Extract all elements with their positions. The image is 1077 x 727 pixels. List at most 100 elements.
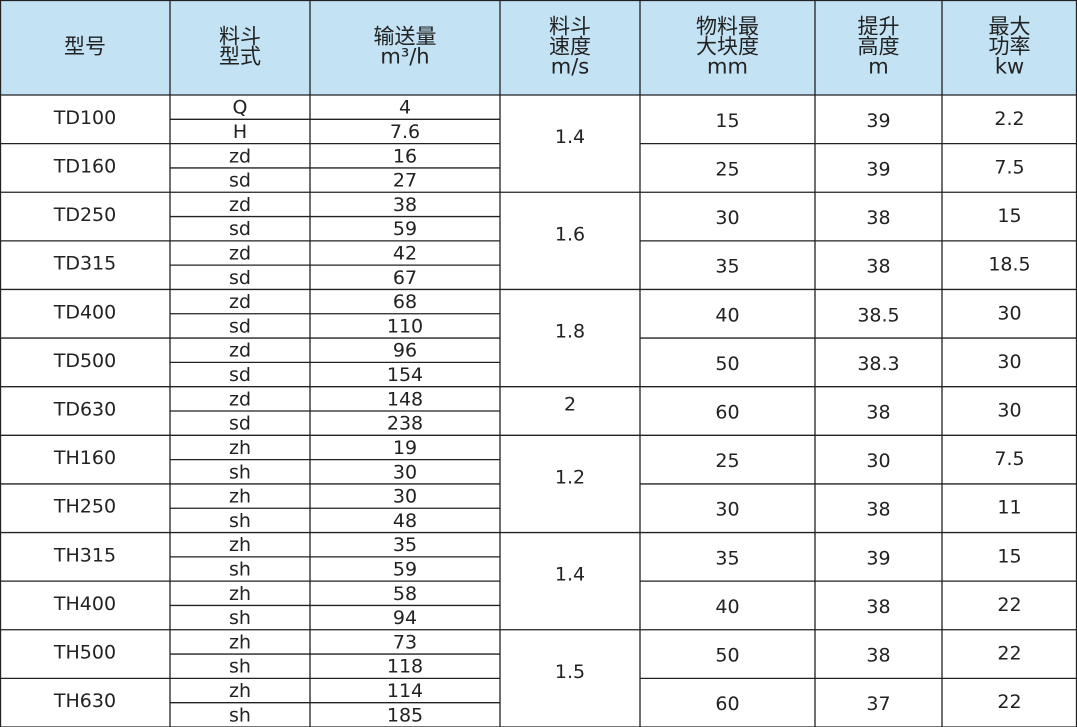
header-cell: kw [995,55,1024,79]
header-cell: 速度 [549,35,591,59]
model-cell: TD630 [53,399,117,421]
height-cell: 38 [866,207,890,229]
type-cell: sd [229,315,251,337]
type-cell: sd [229,413,251,435]
header-cell: 输送量 [374,25,437,49]
capacity-cell: 42 [393,243,417,265]
capacity-cell: 114 [387,680,423,702]
size-cell: 40 [715,596,739,618]
power-cell: 7.5 [994,156,1024,178]
type-cell: sd [229,218,251,240]
height-cell: 39 [866,158,890,180]
header-cell: 大块度 [696,35,759,59]
power-cell: 22 [997,594,1021,616]
type-cell: H [233,121,247,143]
power-cell: 22 [997,691,1021,713]
header-cell: 功率 [989,35,1031,59]
header-cell: 高度 [858,35,900,59]
model-cell: TD400 [53,301,117,323]
capacity-cell: 68 [393,291,417,313]
type-cell: zh [229,680,251,702]
height-cell: 38.3 [857,353,899,375]
size-cell: 35 [715,547,739,569]
capacity-cell: 19 [393,437,417,459]
capacity-cell: 110 [387,315,423,337]
model-cell: TD315 [53,253,117,275]
size-cell: 60 [715,693,739,715]
type-cell: sh [229,461,251,483]
type-cell: Q [233,97,248,119]
height-cell: 39 [866,547,890,569]
capacity-cell: 94 [393,607,417,629]
capacity-cell: 58 [393,583,417,605]
type-cell: sh [229,607,251,629]
height-cell: 38 [866,596,890,618]
speed-cell: 1.5 [555,661,585,683]
model-cell: TH250 [53,496,116,518]
size-cell: 15 [715,110,739,132]
type-cell: zd [229,388,251,410]
type-cell: zh [229,534,251,556]
power-cell: 30 [997,351,1021,373]
type-cell: sh [229,559,251,581]
type-cell: zd [229,340,251,362]
type-cell: sh [229,510,251,532]
type-cell: zd [229,194,251,216]
size-cell: 25 [715,158,739,180]
model-cell: TD100 [53,107,117,129]
model-cell: TD250 [53,204,117,226]
capacity-cell: 38 [393,194,417,216]
power-cell: 7.5 [994,448,1024,470]
type-cell: zh [229,437,251,459]
power-cell: 15 [997,205,1021,227]
height-cell: 38 [866,499,890,521]
power-cell: 2.2 [994,108,1024,130]
capacity-cell: 154 [387,364,423,386]
capacity-cell: 118 [387,656,423,678]
model-cell: TH630 [53,690,116,712]
capacity-cell: 4 [399,97,411,119]
height-cell: 30 [866,450,890,472]
speed-cell: 1.4 [555,564,585,586]
height-cell: 38 [866,645,890,667]
height-cell: 38 [866,402,890,424]
type-cell: sd [229,267,251,289]
type-cell: zd [229,243,251,265]
size-cell: 40 [715,304,739,326]
header-cell: 料斗 [549,15,591,39]
header-cell: m³/h [380,45,429,69]
model-cell: TD160 [53,155,117,177]
power-cell: 30 [997,302,1021,324]
power-cell: 11 [997,497,1021,519]
model-cell: TH315 [53,544,116,566]
capacity-cell: 67 [393,267,417,289]
header-cell: mm [707,55,748,79]
capacity-cell: 238 [387,413,423,435]
type-cell: zd [229,291,251,313]
type-cell: sd [229,364,251,386]
capacity-cell: 30 [393,461,417,483]
power-cell: 15 [997,545,1021,567]
size-cell: 30 [715,207,739,229]
model-cell: TH500 [53,642,116,664]
size-cell: 60 [715,402,739,424]
size-cell: 35 [715,256,739,278]
capacity-cell: 59 [393,559,417,581]
type-cell: sh [229,656,251,678]
header-cell: 型式 [219,45,261,69]
power-cell: 22 [997,643,1021,665]
speed-cell: 1.2 [555,466,585,488]
type-cell: zh [229,631,251,653]
size-cell: 50 [715,353,739,375]
model-cell: TH400 [53,593,116,615]
header-cell: 最大 [989,15,1031,39]
height-cell: 38 [866,256,890,278]
height-cell: 38.5 [857,304,899,326]
model-cell: TD500 [53,350,117,372]
speed-cell: 2 [564,394,576,416]
type-cell: zh [229,486,251,508]
header-cell: m/s [551,55,589,79]
type-cell: sd [229,170,251,192]
capacity-cell: 16 [393,145,417,167]
size-cell: 50 [715,645,739,667]
